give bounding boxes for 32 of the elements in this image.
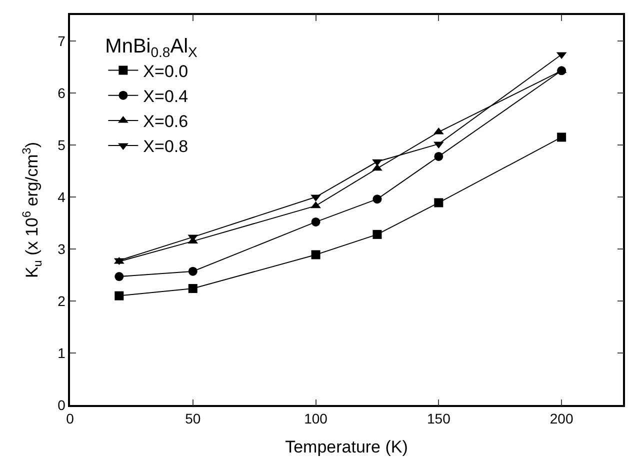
legend-label: X=0.8 <box>143 137 188 156</box>
point <box>372 194 382 204</box>
y-tick-label: 0 <box>58 396 66 413</box>
y-tick-label: 5 <box>58 136 66 153</box>
point <box>372 164 382 171</box>
x-tick-label: 100 <box>304 410 328 427</box>
point <box>372 230 382 239</box>
point <box>434 198 444 208</box>
point <box>434 152 444 161</box>
x-tick-label: 200 <box>550 410 574 427</box>
point <box>114 291 124 300</box>
point <box>188 284 198 294</box>
x-axis-title: Temperature (K) <box>285 437 408 456</box>
x-tick-label: 150 <box>426 410 451 427</box>
point <box>557 132 566 142</box>
point <box>310 201 321 208</box>
legend-label: X=0.0 <box>143 62 188 81</box>
point <box>311 250 320 260</box>
y-tick-label: 1 <box>58 344 66 361</box>
x-tick-label: 50 <box>185 410 201 427</box>
legend-title: MnBi$_{0.8}$Al$_{X}$ <box>105 36 198 60</box>
y-tick-label: 7 <box>58 32 66 49</box>
y-tick-label: 4 <box>58 188 66 205</box>
point <box>114 272 124 282</box>
point <box>311 217 320 226</box>
y-tick-label: 2 <box>58 292 66 309</box>
legend-label: X=0.4 <box>143 86 188 106</box>
y-tick-label: 6 <box>58 84 66 101</box>
legend-label: X=0.6 <box>143 112 188 132</box>
point <box>188 266 198 276</box>
y-tick-label: 3 <box>58 240 66 257</box>
point <box>372 159 382 166</box>
